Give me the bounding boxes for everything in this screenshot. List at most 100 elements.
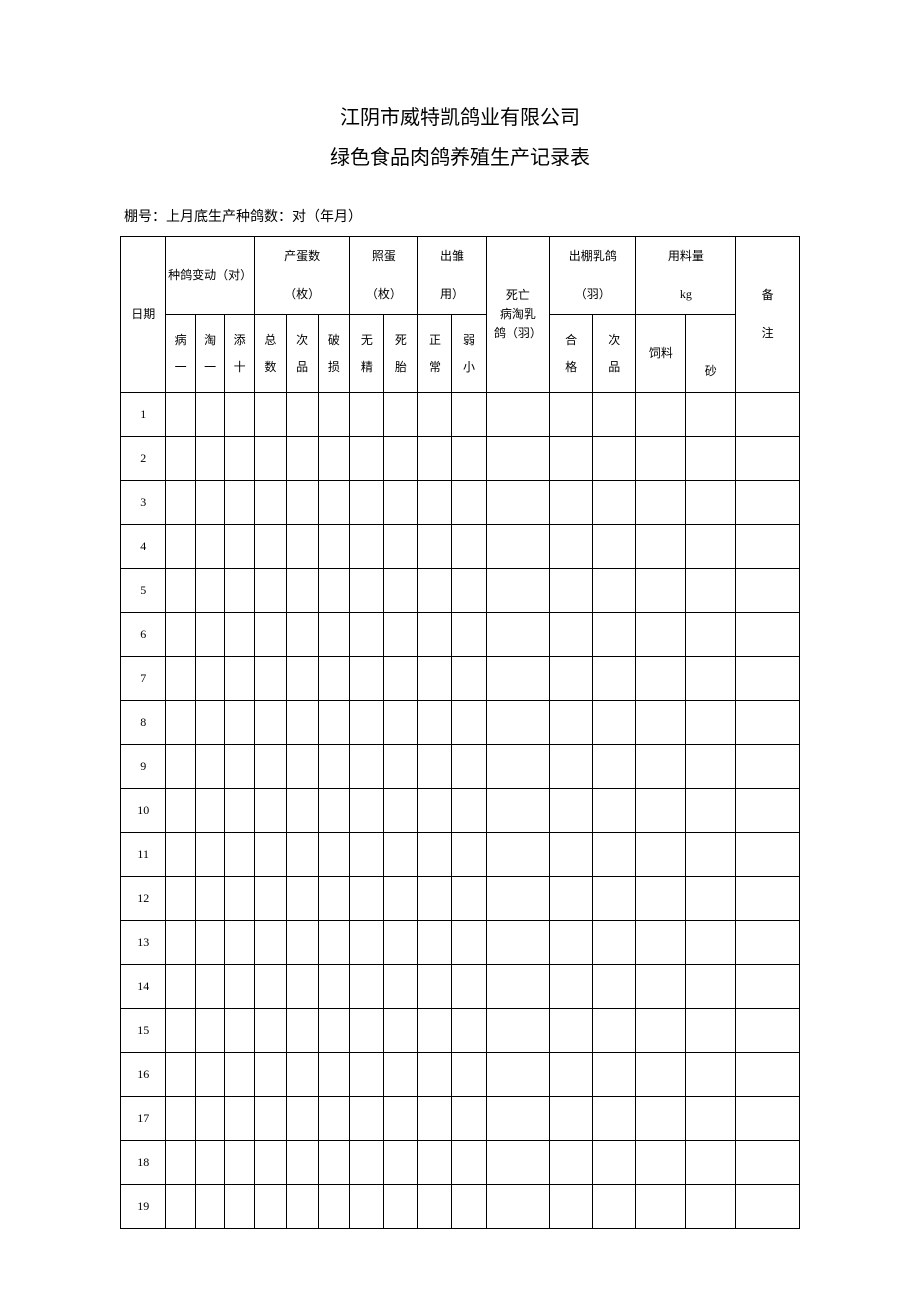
- cell-empty: [286, 745, 318, 789]
- cell-empty: [486, 1141, 550, 1185]
- cell-empty: [350, 1053, 384, 1097]
- cell-date: 1: [121, 393, 166, 437]
- cell-empty: [686, 525, 736, 569]
- cell-empty: [736, 701, 800, 745]
- cell-empty: [418, 1009, 452, 1053]
- cell-empty: [452, 1009, 486, 1053]
- sub-normal: 正 常: [418, 315, 452, 393]
- table-row: 17: [121, 1097, 800, 1141]
- cell-empty: [384, 965, 418, 1009]
- cell-empty: [418, 1185, 452, 1229]
- cell-empty: [686, 833, 736, 877]
- cell-empty: [550, 1009, 593, 1053]
- cell-date: 6: [121, 613, 166, 657]
- cell-empty: [686, 877, 736, 921]
- cell-empty: [286, 1009, 318, 1053]
- cell-empty: [736, 1009, 800, 1053]
- cell-empty: [736, 1053, 800, 1097]
- cell-empty: [686, 1009, 736, 1053]
- cell-date: 19: [121, 1185, 166, 1229]
- cell-empty: [254, 613, 286, 657]
- cell-empty: [195, 437, 225, 481]
- cell-empty: [286, 789, 318, 833]
- cell-empty: [636, 1053, 686, 1097]
- cell-empty: [195, 1141, 225, 1185]
- cell-empty: [225, 701, 255, 745]
- cell-empty: [225, 965, 255, 1009]
- cell-empty: [350, 437, 384, 481]
- table-row: 1: [121, 393, 800, 437]
- cell-empty: [486, 1053, 550, 1097]
- cell-empty: [550, 921, 593, 965]
- cell-empty: [318, 1009, 350, 1053]
- cell-empty: [254, 569, 286, 613]
- cell-empty: [550, 789, 593, 833]
- cell-empty: [286, 921, 318, 965]
- cell-empty: [384, 877, 418, 921]
- cell-empty: [452, 921, 486, 965]
- cell-empty: [686, 1141, 736, 1185]
- cell-empty: [550, 833, 593, 877]
- cell-empty: [254, 437, 286, 481]
- cell-empty: [195, 657, 225, 701]
- cell-empty: [384, 921, 418, 965]
- cell-empty: [550, 437, 593, 481]
- cell-empty: [550, 877, 593, 921]
- cell-date: 9: [121, 745, 166, 789]
- cell-empty: [195, 393, 225, 437]
- hdr-output: 出棚乳鸽 （羽）: [550, 237, 636, 315]
- table-row: 2: [121, 437, 800, 481]
- cell-empty: [636, 1009, 686, 1053]
- cell-empty: [486, 833, 550, 877]
- cell-empty: [686, 437, 736, 481]
- cell-empty: [550, 1053, 593, 1097]
- cell-empty: [736, 965, 800, 1009]
- cell-empty: [384, 1185, 418, 1229]
- cell-empty: [418, 921, 452, 965]
- cell-empty: [593, 393, 636, 437]
- cell-empty: [225, 657, 255, 701]
- cell-empty: [166, 965, 196, 1009]
- cell-empty: [384, 1141, 418, 1185]
- cell-empty: [636, 525, 686, 569]
- sub-qualified: 合 格: [550, 315, 593, 393]
- cell-empty: [286, 833, 318, 877]
- cell-empty: [318, 393, 350, 437]
- sub-infertile: 无 精: [350, 315, 384, 393]
- form-subtitle: 绿色食品肉鸽养殖生产记录表: [120, 140, 800, 176]
- table-row: 5: [121, 569, 800, 613]
- cell-empty: [593, 701, 636, 745]
- cell-date: 15: [121, 1009, 166, 1053]
- hdr-date: 日期: [121, 237, 166, 393]
- table-row: 9: [121, 745, 800, 789]
- hdr-breed-change: 种鸽变动（对）: [166, 237, 255, 315]
- cell-empty: [225, 393, 255, 437]
- cell-empty: [195, 1053, 225, 1097]
- cell-empty: [686, 789, 736, 833]
- cell-empty: [254, 921, 286, 965]
- cell-empty: [350, 657, 384, 701]
- cell-empty: [452, 701, 486, 745]
- cell-empty: [550, 393, 593, 437]
- cell-empty: [418, 657, 452, 701]
- cell-empty: [384, 481, 418, 525]
- cell-empty: [636, 701, 686, 745]
- cell-empty: [166, 393, 196, 437]
- cell-empty: [225, 1097, 255, 1141]
- cell-empty: [636, 437, 686, 481]
- cell-empty: [225, 833, 255, 877]
- cell-empty: [486, 613, 550, 657]
- cell-empty: [418, 965, 452, 1009]
- cell-empty: [736, 1185, 800, 1229]
- cell-empty: [225, 569, 255, 613]
- cell-empty: [593, 877, 636, 921]
- cell-empty: [225, 745, 255, 789]
- cell-empty: [384, 525, 418, 569]
- cell-empty: [225, 789, 255, 833]
- cell-date: 17: [121, 1097, 166, 1141]
- cell-empty: [452, 657, 486, 701]
- table-row: 19: [121, 1185, 800, 1229]
- cell-date: 12: [121, 877, 166, 921]
- cell-empty: [550, 745, 593, 789]
- cell-empty: [550, 657, 593, 701]
